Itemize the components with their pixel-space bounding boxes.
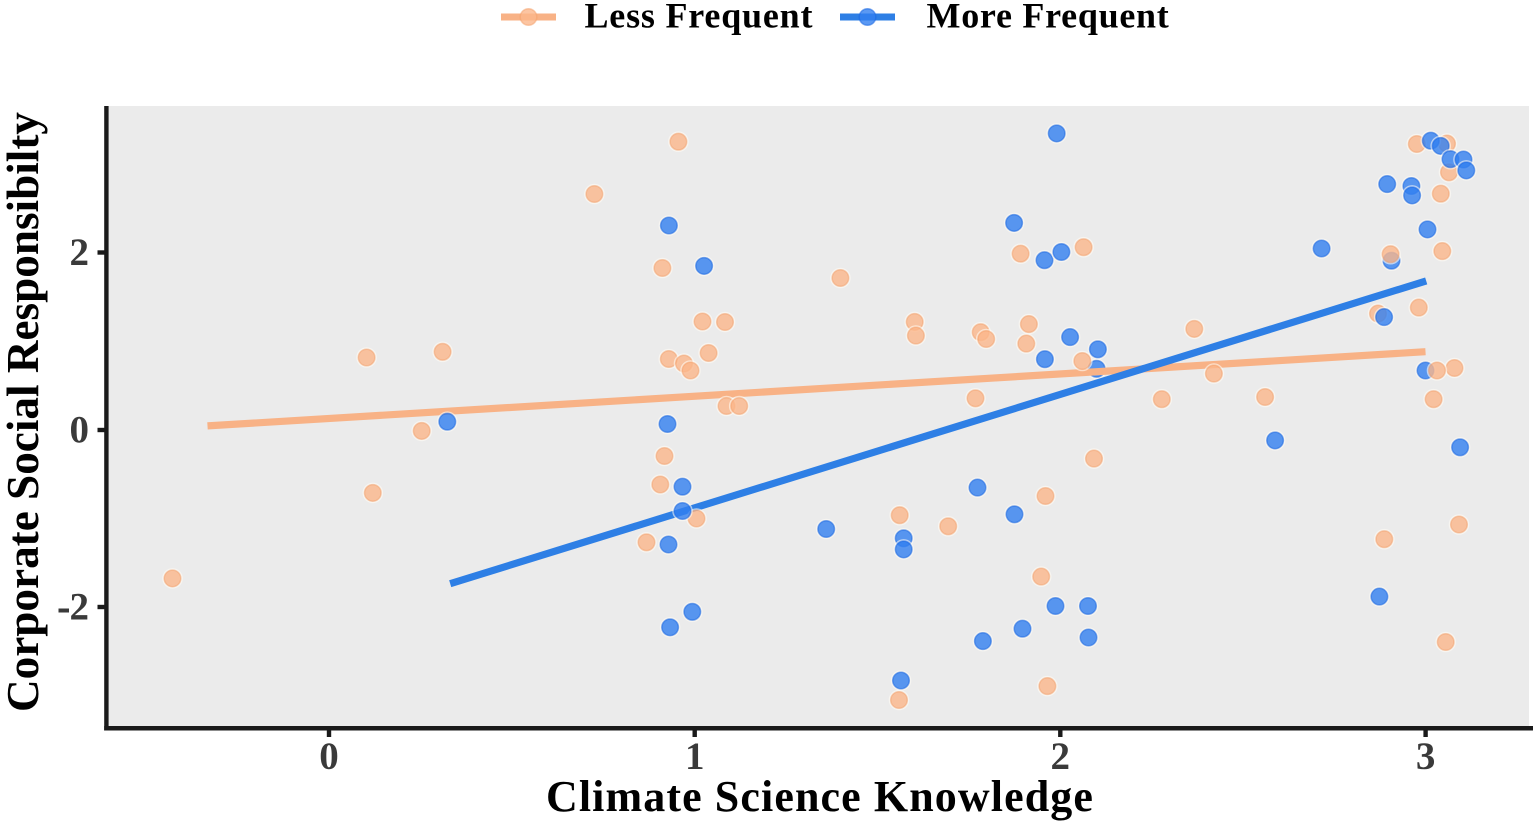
svg-text:Less Frequent: Less Frequent [585, 0, 814, 36]
svg-text:0: 0 [70, 409, 90, 452]
svg-text:3: 3 [1416, 735, 1436, 778]
svg-text:2: 2 [1051, 735, 1071, 778]
svg-text:Corporate Social Responsibilty: Corporate Social Responsibilty [0, 112, 48, 712]
svg-text:2: 2 [70, 586, 90, 629]
svg-text:More Frequent: More Frequent [927, 0, 1170, 36]
svg-text:0: 0 [319, 735, 339, 778]
svg-text:Climate Science Knowledge: Climate Science Knowledge [546, 772, 1094, 821]
svg-text:1: 1 [685, 735, 705, 778]
svg-text:2: 2 [70, 231, 90, 274]
